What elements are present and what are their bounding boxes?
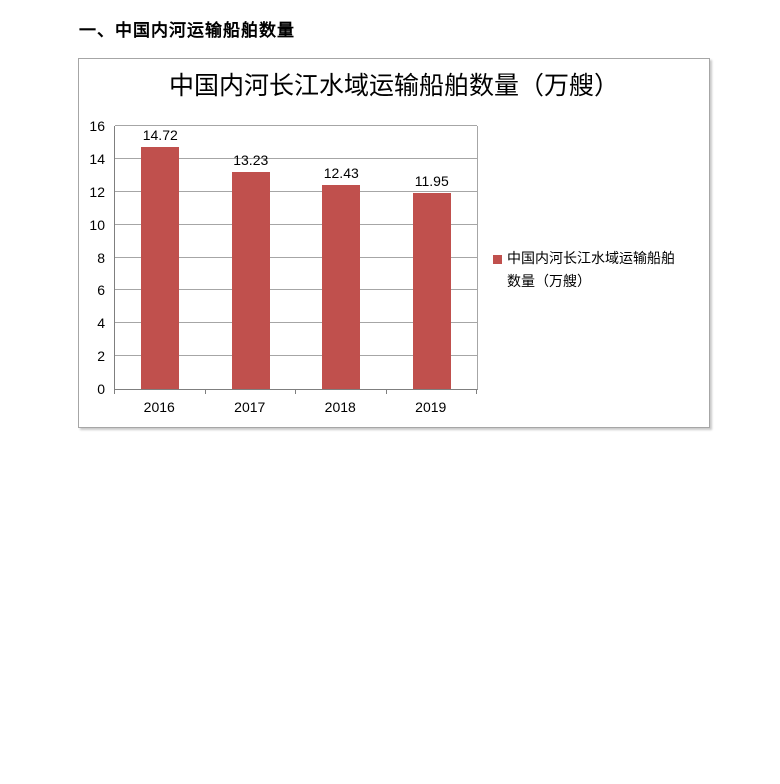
x-tick-label-2019: 2019 <box>415 399 447 415</box>
bar-2018 <box>322 184 361 389</box>
y-tick-label-14: 14 <box>89 150 105 167</box>
gridline-y-2 <box>115 355 477 357</box>
bar-value-label-2016: 14.72 <box>142 127 178 144</box>
y-tick-label-0: 0 <box>97 381 105 397</box>
legend-label-line2: 数量（万艘） <box>507 275 591 290</box>
y-tick-label-6: 6 <box>97 282 105 299</box>
plot-area: 14.72 13.23 12.43 11.95 <box>114 125 478 394</box>
gridline-y-8 <box>115 256 477 258</box>
bar-2017 <box>231 171 270 389</box>
y-tick-label-12: 12 <box>89 183 105 200</box>
legend-label-line1: 中国内河长江水域运输船舶 <box>507 252 675 267</box>
x-axis-tick <box>476 390 477 394</box>
x-tick-label-2016: 2016 <box>143 399 175 415</box>
legend-label: 中国内河长江水域运输船舶 数量（万艘） <box>507 248 675 294</box>
bar-value-label-2017: 13.23 <box>233 151 269 168</box>
legend-swatch-icon <box>493 255 502 264</box>
y-tick-label-8: 8 <box>97 249 105 266</box>
bar-value-label-2019: 11.95 <box>414 172 449 189</box>
x-axis-tick <box>385 390 387 394</box>
bar-2019 <box>412 192 451 389</box>
y-tick-label-16: 16 <box>89 118 105 134</box>
chart-legend: 中国内河长江水域运输船舶 数量（万艘） <box>493 248 675 294</box>
x-axis-tick <box>204 390 206 394</box>
gridline-y-14 <box>115 157 477 159</box>
gridline-y-12 <box>115 190 477 192</box>
y-tick-label-10: 10 <box>89 216 105 233</box>
x-tick-label-2017: 2017 <box>234 399 266 415</box>
section-heading: 一、中国内河运输船舶数量 <box>79 21 295 40</box>
x-axis-tick <box>295 390 296 394</box>
y-tick-label-4: 4 <box>97 315 105 332</box>
chart-title: 中国内河长江水域运输船舶数量（万艘） <box>168 73 619 100</box>
gridline-y-4 <box>115 322 477 324</box>
gridline-y-16 <box>115 125 477 126</box>
bar-value-label-2018: 12.43 <box>323 164 359 181</box>
gridline-y-10 <box>115 223 477 225</box>
x-axis-tick <box>114 390 115 394</box>
gridline-y-6 <box>115 289 477 291</box>
x-tick-label-2018: 2018 <box>324 399 356 415</box>
bar-2016 <box>141 147 180 389</box>
y-tick-label-2: 2 <box>97 348 105 365</box>
y-axis: 0 2 4 6 8 10 12 14 16 <box>79 119 105 396</box>
x-axis: 2016 2017 2018 2019 <box>114 399 476 417</box>
bar-chart: 中国内河长江水域运输船舶数量（万艘） 0 2 4 6 8 10 12 14 16 14.72 13… <box>78 58 710 428</box>
